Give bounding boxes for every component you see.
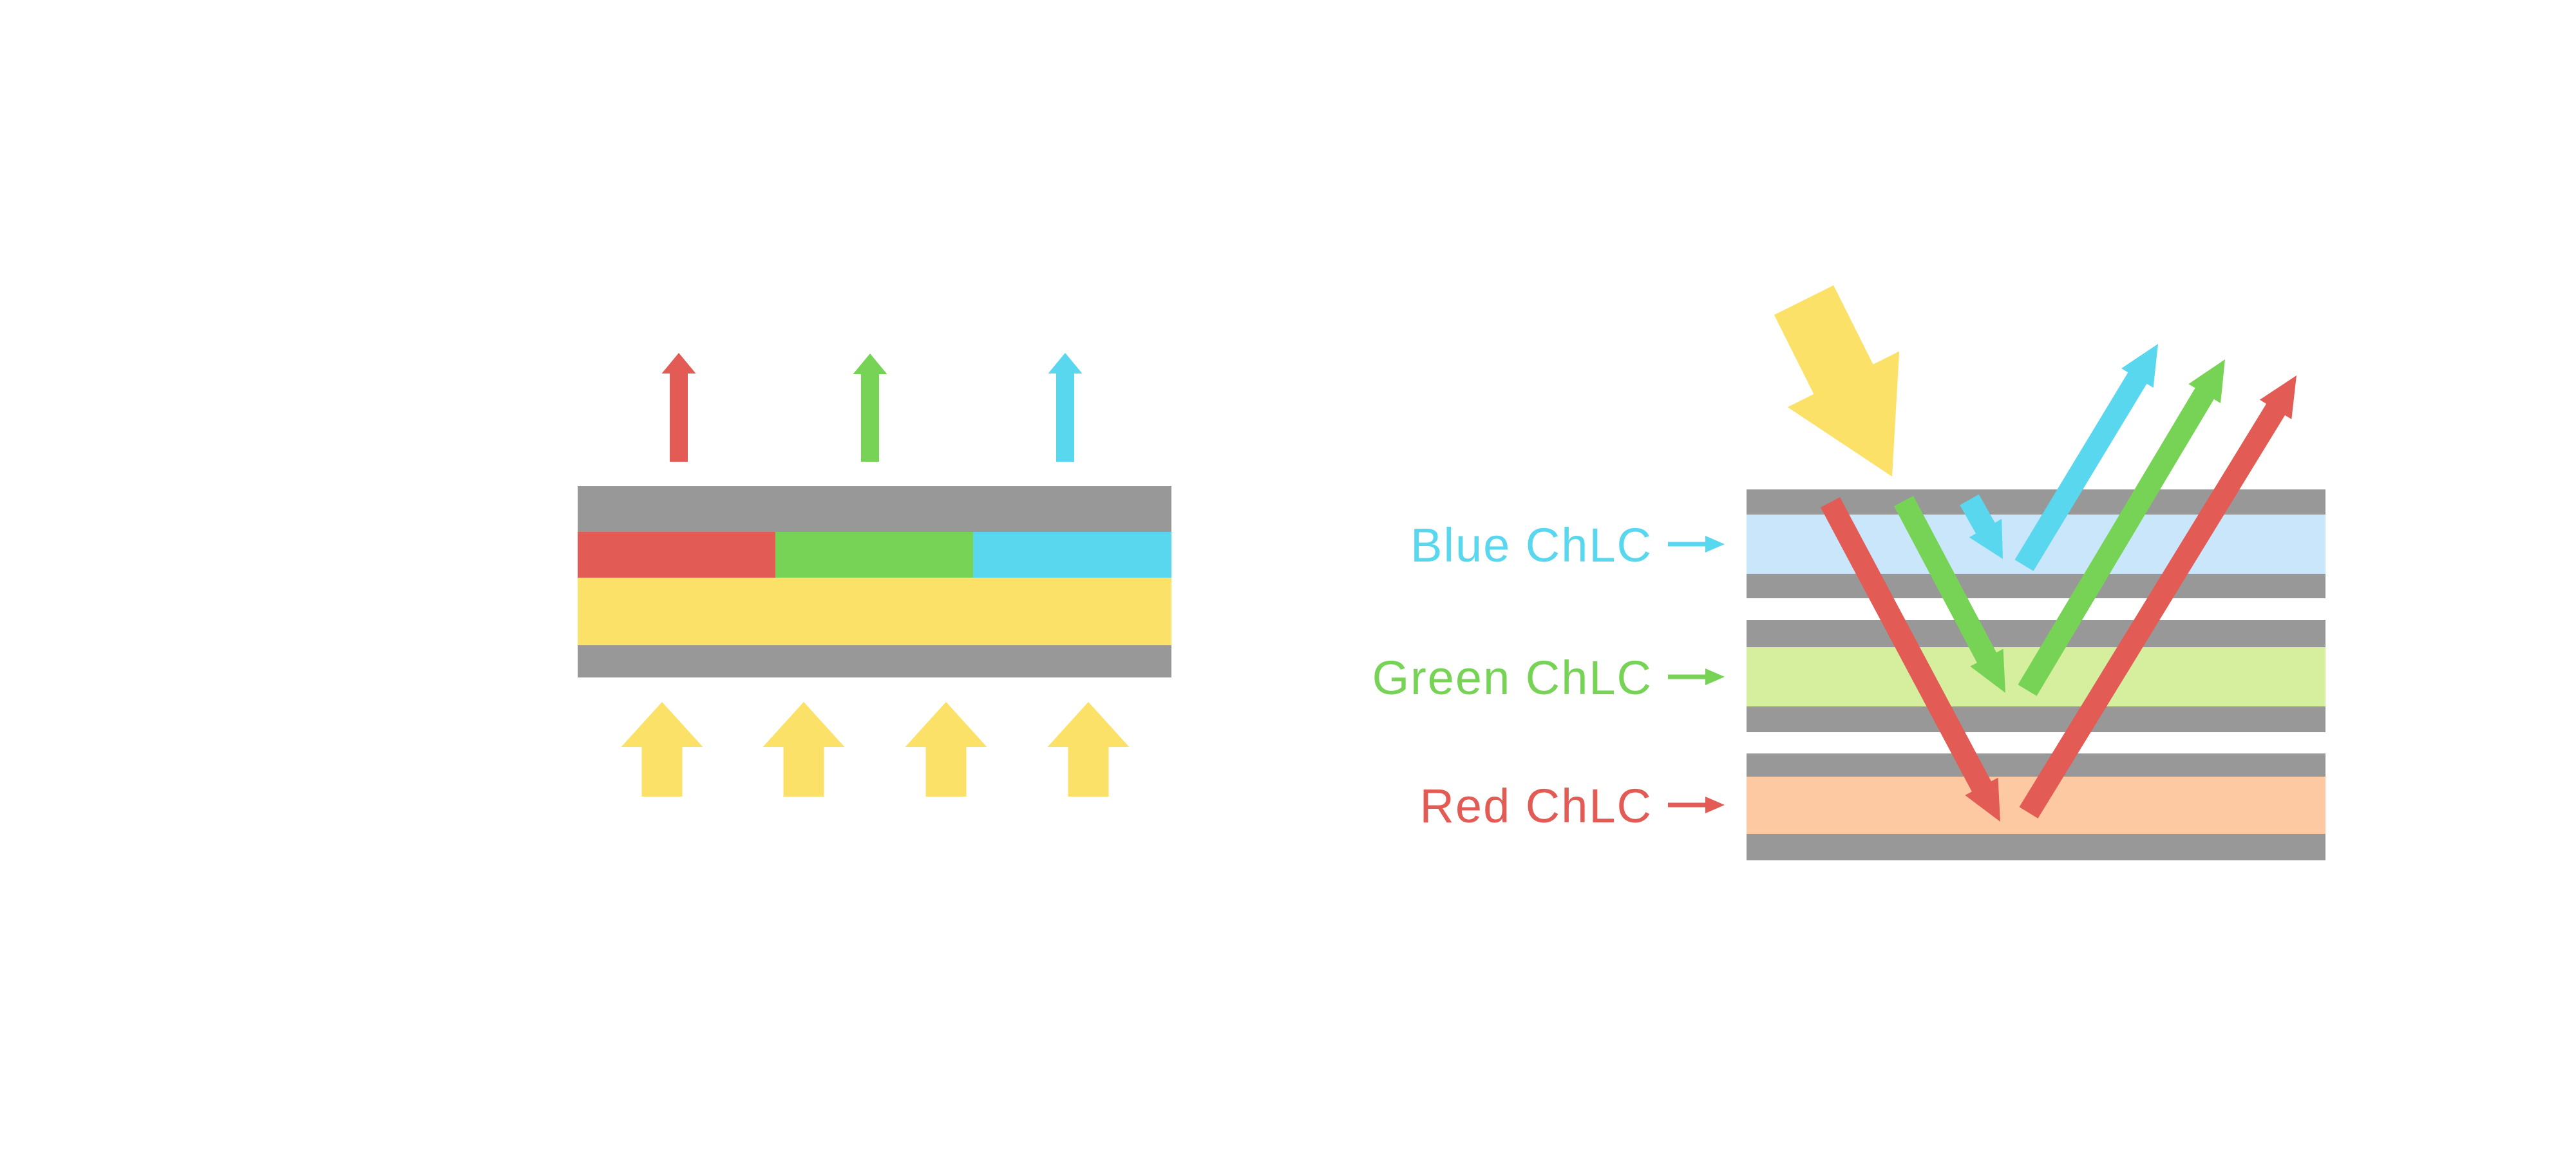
backlight-arrow-3 xyxy=(905,702,987,797)
backlight-arrow-4 xyxy=(1047,702,1130,797)
right-diagram: Blue ChLC Green ChLC Red ChLC xyxy=(1372,285,2325,860)
blue-chlc-label: Blue ChLC xyxy=(1410,518,1653,572)
red-chlc-pointer-arrow xyxy=(1668,797,1725,813)
green-ray-reflected-arrow xyxy=(2018,359,2225,696)
backlight-arrow-2 xyxy=(762,702,845,797)
red-ray-reflected-arrow xyxy=(2019,375,2297,818)
left-diagram xyxy=(578,353,1171,797)
backlight-layer xyxy=(578,578,1171,645)
green-chlc-top-substrate xyxy=(1747,620,2325,647)
cyan-output-arrow xyxy=(1048,353,1083,462)
backlight-arrow-1 xyxy=(621,702,703,797)
blue-ray-down-arrow xyxy=(1960,494,2003,559)
top-polarizer-layer xyxy=(578,486,1171,532)
green-output-arrow xyxy=(853,354,887,462)
red-chlc-bottom-substrate xyxy=(1747,834,2325,860)
red-output-arrow xyxy=(661,353,696,462)
red-chlc-label: Red ChLC xyxy=(1419,779,1653,833)
incident-white-light-arrow xyxy=(1774,285,1900,477)
blue-ray-reflected-arrow xyxy=(2014,344,2158,571)
green-ray-down-arrow xyxy=(1894,496,2005,693)
green-chlc-bottom-substrate xyxy=(1747,706,2325,732)
blue-chlc-pointer-arrow xyxy=(1668,536,1725,553)
red-chlc-top-substrate xyxy=(1747,753,2325,777)
bottom-polarizer-layer xyxy=(578,645,1171,677)
green-chlc-pointer-arrow xyxy=(1668,668,1725,685)
green-subpixel-segment xyxy=(775,532,973,578)
green-chlc-label: Green ChLC xyxy=(1372,651,1653,705)
cyan-subpixel-segment xyxy=(973,532,1171,578)
red-ray-down-arrow xyxy=(1821,497,2000,822)
red-subpixel-segment xyxy=(578,532,775,578)
blue-chlc-bottom-substrate xyxy=(1747,574,2325,598)
